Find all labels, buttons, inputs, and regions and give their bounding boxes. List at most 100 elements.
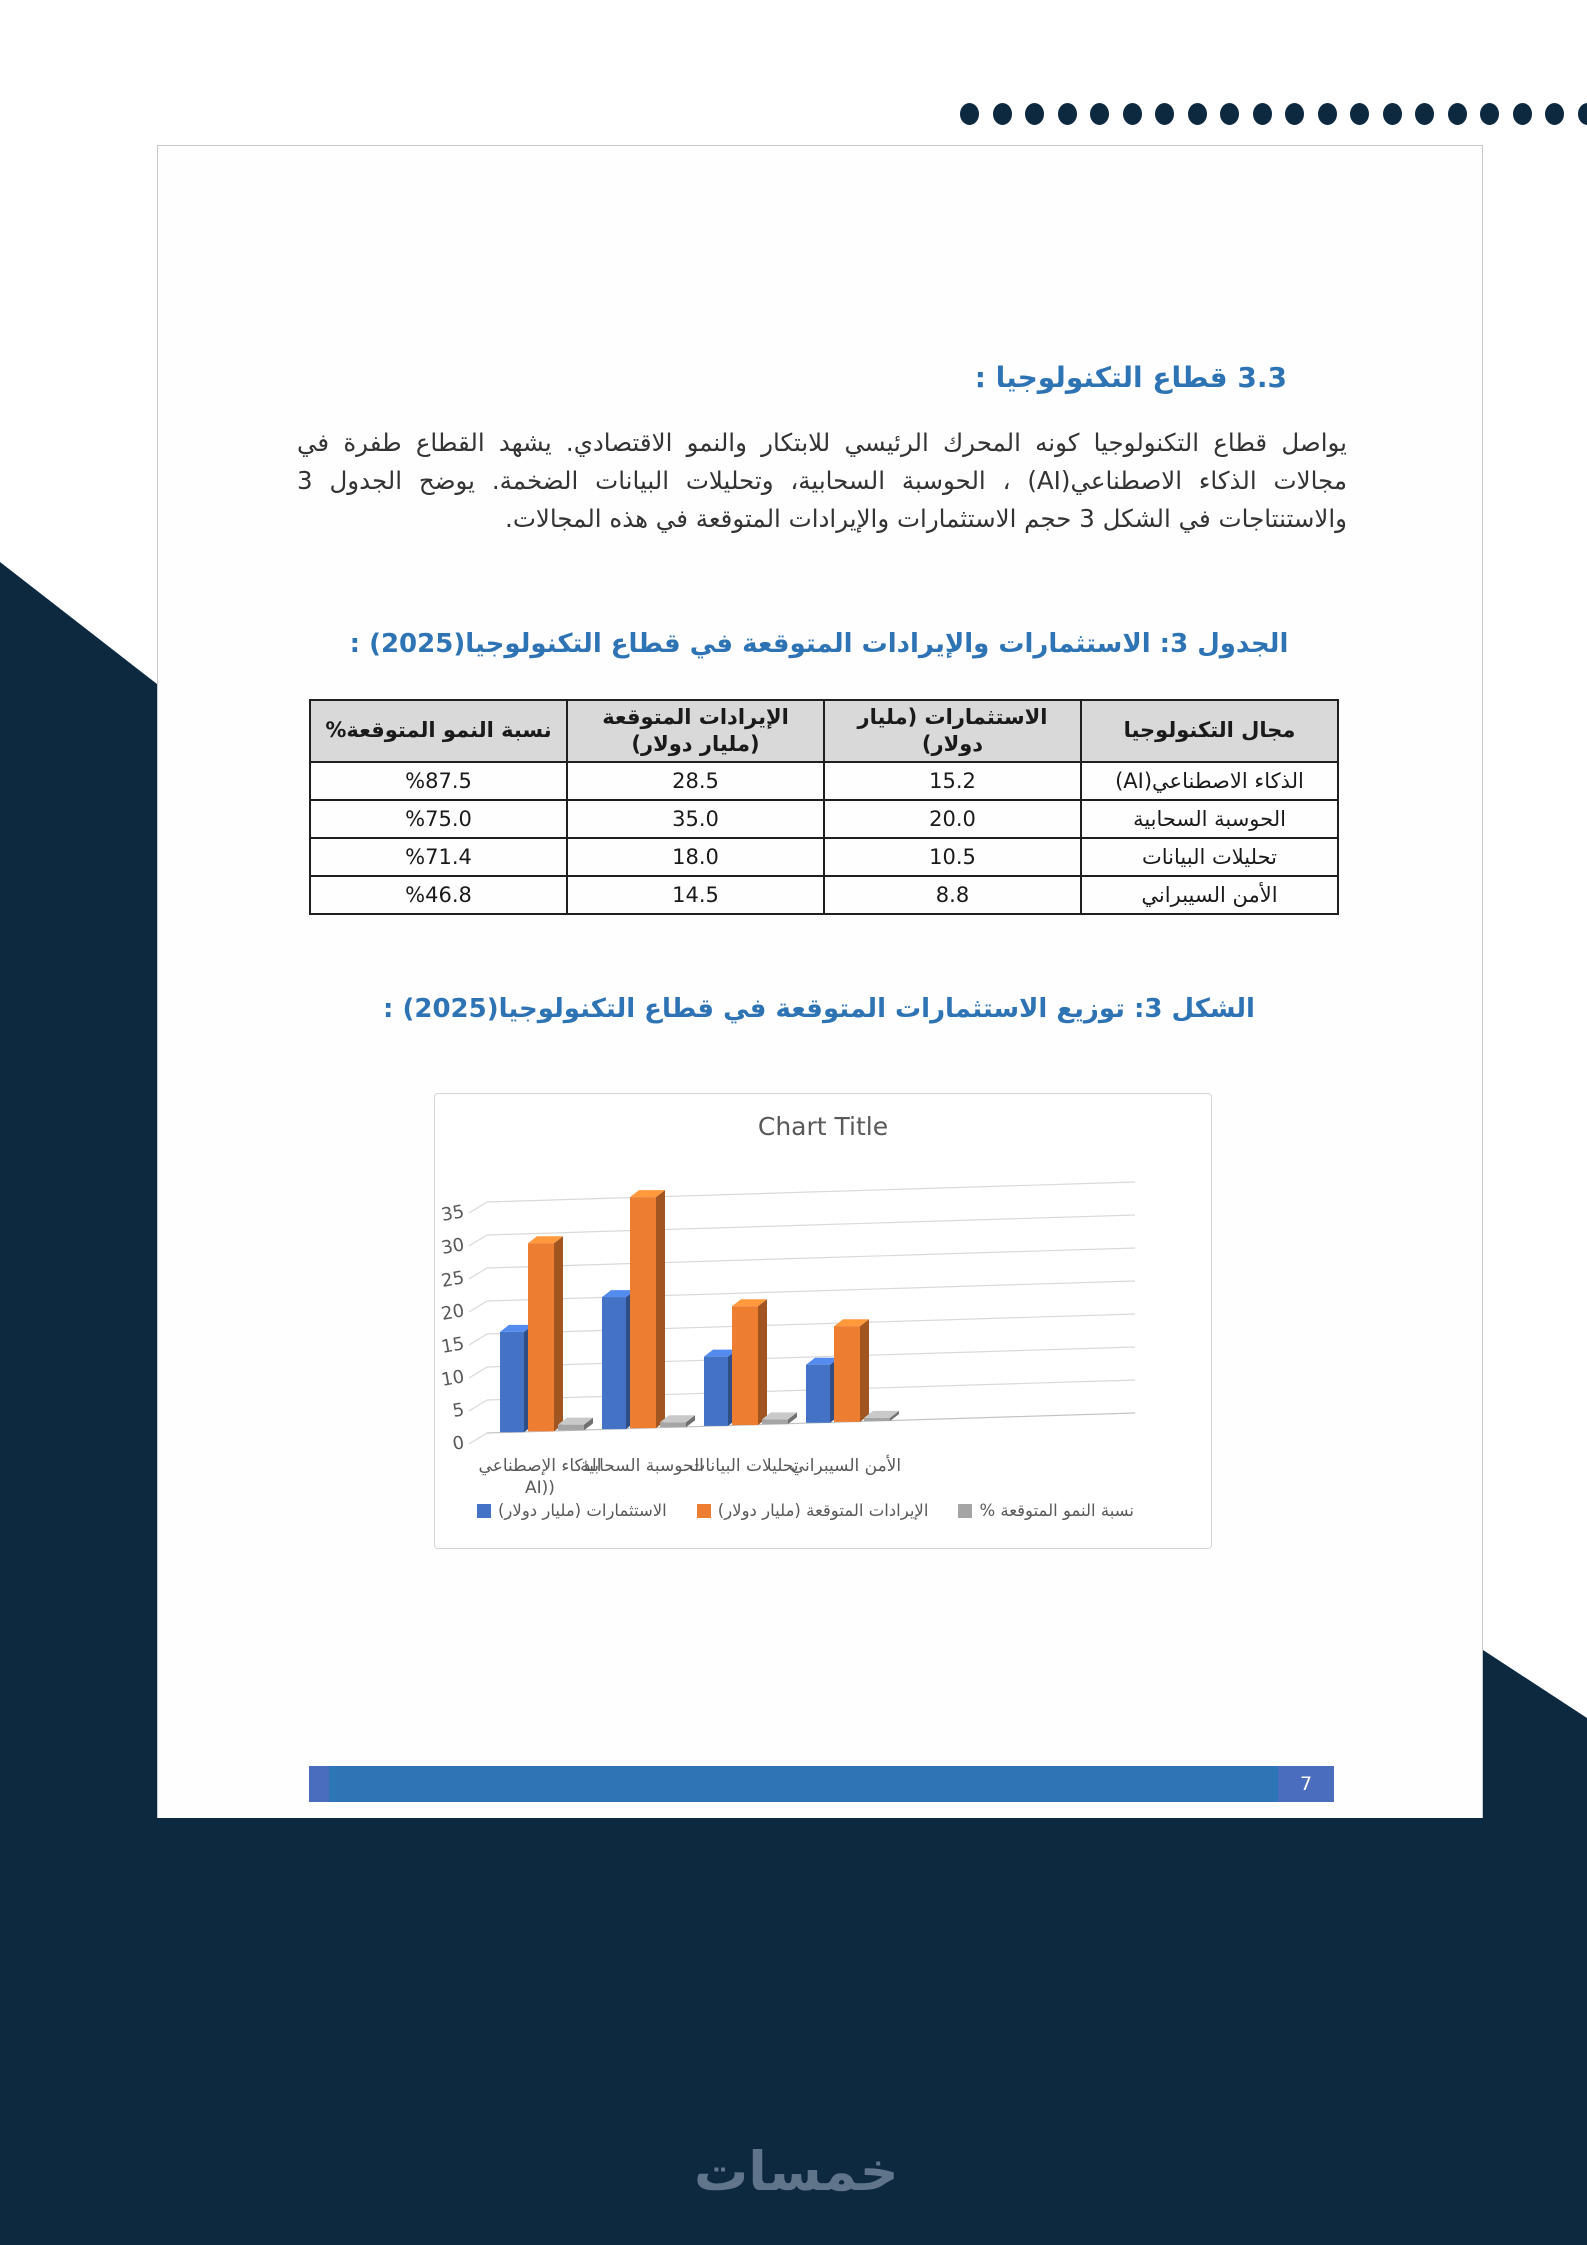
y-tick-label: 25 xyxy=(440,1267,466,1292)
dot-icon xyxy=(1317,103,1337,125)
x-category-label: الذكاء الإصطناعي AI)) xyxy=(479,1456,602,1498)
bar-growth xyxy=(660,1422,686,1428)
page-number-badge: 7 xyxy=(1278,1766,1334,1802)
table-row: تحليلات البيانات 10.5 18.0 %71.4 xyxy=(309,837,1339,877)
bar-growth-side xyxy=(686,1415,695,1428)
y-tick-label: 15 xyxy=(440,1333,466,1358)
dot-icon xyxy=(1447,103,1467,125)
gridline xyxy=(486,1313,1136,1335)
dot-icon xyxy=(1480,103,1499,125)
y-tick-label: 0 xyxy=(451,1432,466,1455)
x-category-label: الأمن السيبراني xyxy=(791,1455,901,1476)
gridline xyxy=(486,1181,1136,1203)
data-table: مجال التكنولوجيا الاستثمارات (مليار دولار… xyxy=(309,699,1339,915)
bar-investments xyxy=(704,1356,728,1426)
body-paragraph: يواصل قطاع التكنولوجيا كونه المحرك الرئي… xyxy=(297,428,1347,533)
table-head: مجال التكنولوجيا الاستثمارات (مليار دولار… xyxy=(309,699,1339,763)
dot-icon xyxy=(1122,103,1142,125)
bar-revenues xyxy=(630,1197,656,1429)
table-cell: 15.2 xyxy=(823,761,1082,801)
figure-caption: الشكل 3: توزيع الاستثمارات المتوقعة في ق… xyxy=(383,994,1255,1024)
dot-icon xyxy=(1025,103,1044,125)
bar-revenues-top xyxy=(630,1190,665,1198)
dot-icon xyxy=(1155,103,1174,125)
legend-label: نسبة النمو المتوقعة % xyxy=(979,1501,1134,1520)
bar-growth-top xyxy=(762,1412,797,1420)
bar-growth-top xyxy=(864,1410,899,1418)
gridline xyxy=(486,1412,1136,1434)
table-body: الذكاء الاصطناعي(AI) 15.2 28.5 %87.5 الحوسبة… xyxy=(309,761,1339,915)
bar-growth-top xyxy=(660,1415,695,1423)
chart-container: Chart Title 0 5 10 15 20 25 30 35 الذكاء الإصطنا… xyxy=(434,1093,1212,1549)
dot-icon xyxy=(1512,103,1532,125)
grid-wall-tick xyxy=(468,1201,488,1214)
grid-wall-tick xyxy=(468,1366,488,1379)
bar-revenues-top xyxy=(834,1319,869,1327)
y-tick-label: 20 xyxy=(440,1300,466,1325)
y-tick-label: 35 xyxy=(440,1201,466,1226)
table-cell: %46.8 xyxy=(309,875,568,915)
dot-icon xyxy=(992,103,1012,125)
table-cell: 14.5 xyxy=(566,875,825,915)
legend-label: الإيرادات المتوقعة (مليار دولار) xyxy=(717,1501,929,1520)
navy-angle-shape xyxy=(0,562,1587,2245)
dot-icon xyxy=(1057,103,1077,125)
page-number: 7 xyxy=(1299,1773,1313,1795)
footer-bar-left-cap xyxy=(309,1766,329,1802)
legend-label: الاستثمارات (مليار دولار) xyxy=(498,1501,667,1520)
dot-icon xyxy=(1415,103,1434,125)
bar-revenues xyxy=(528,1243,554,1432)
table-header-cell: نسبة النمو المتوقعة% xyxy=(309,699,568,763)
dot-icon xyxy=(1285,103,1304,125)
gridline xyxy=(486,1247,1136,1269)
bar-growth-side xyxy=(584,1417,593,1431)
footer-bar-fill xyxy=(329,1766,1278,1802)
bar-revenues-top xyxy=(732,1299,767,1307)
x-category-label: تحليلات البيانات xyxy=(689,1456,799,1476)
grid-wall-tick xyxy=(468,1399,488,1412)
table-cell: الذكاء الاصطناعي(AI) xyxy=(1080,761,1339,801)
gridline xyxy=(486,1214,1136,1236)
table-cell: 28.5 xyxy=(566,761,825,801)
footer-bar: 7 xyxy=(309,1766,1334,1802)
grid-wall-tick xyxy=(468,1300,488,1313)
legend-swatch-icon xyxy=(477,1503,491,1518)
table-header-cell: الاستثمارات (مليار دولار) xyxy=(823,699,1082,763)
table-caption: الجدول 3: الاستثمارات والإيرادات المتوقع… xyxy=(349,629,1289,659)
legend-swatch-icon xyxy=(958,1503,973,1518)
gridline xyxy=(486,1346,1136,1368)
table-cell: 20.0 xyxy=(823,799,1082,839)
bar-revenues-top xyxy=(528,1236,563,1244)
dot-icon xyxy=(1577,103,1587,125)
bar-investments-top xyxy=(704,1349,737,1357)
table-row: الحوسبة السحابية 20.0 35.0 %75.0 xyxy=(309,799,1339,839)
dot-icon xyxy=(1252,103,1272,125)
dots-accent xyxy=(960,103,1587,125)
bar-growth xyxy=(864,1417,890,1421)
y-tick-label: 10 xyxy=(440,1366,466,1391)
chart-title: Chart Title xyxy=(757,1112,889,1141)
bar-growth xyxy=(558,1424,584,1431)
chart-plot: 0 5 10 15 20 25 30 35 الذكاء الإصطناعي AI))الحوسب… xyxy=(440,1181,1136,1498)
grid-wall-tick xyxy=(468,1333,488,1346)
bar-revenues xyxy=(732,1306,758,1426)
grid-wall-tick xyxy=(468,1432,488,1445)
section-heading: 3.3 قطاع التكنولوجيا : xyxy=(974,361,1287,394)
table-header-row: مجال التكنولوجيا الاستثمارات (مليار دولار… xyxy=(309,699,1339,763)
table-row: الأمن السيبراني 8.8 14.5 %46.8 xyxy=(309,875,1339,915)
table-header-cell: الإيرادات المتوقعة (مليار دولار) xyxy=(566,699,825,763)
grid-wall-tick xyxy=(468,1267,488,1280)
table-cell: 10.5 xyxy=(823,837,1082,877)
legend-entry: الإيرادات المتوقعة (مليار دولار) xyxy=(696,1501,929,1520)
bar-investments-top xyxy=(806,1357,839,1365)
bar-growth-top xyxy=(558,1417,593,1425)
dot-icon xyxy=(1350,103,1369,125)
bar-revenues-side xyxy=(758,1299,767,1426)
table-cell: 18.0 xyxy=(566,837,825,877)
table-cell: %87.5 xyxy=(309,761,568,801)
table-cell: 8.8 xyxy=(823,875,1082,915)
bar-growth xyxy=(762,1419,788,1425)
dot-icon xyxy=(960,103,979,125)
dot-icon xyxy=(1090,103,1109,125)
